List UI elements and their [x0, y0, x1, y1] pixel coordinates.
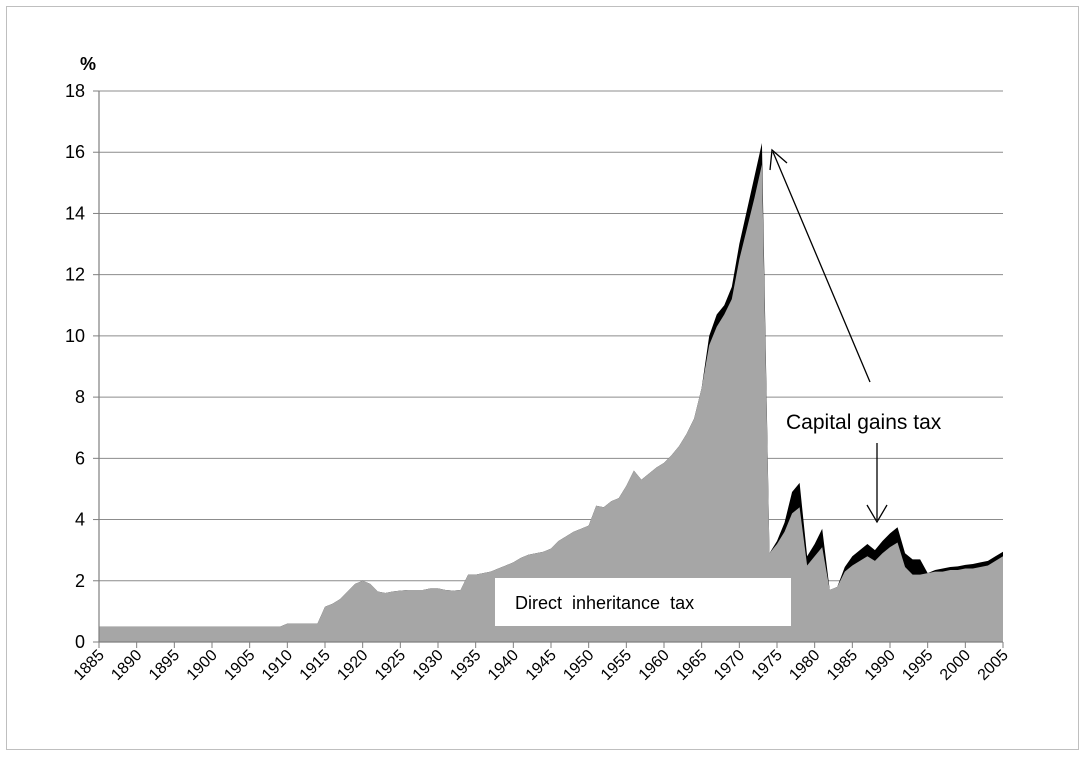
x-tick-label-2005: 2005 — [975, 647, 1012, 684]
y-axis-label: % — [80, 54, 96, 74]
x-tick-label-1910: 1910 — [259, 647, 296, 684]
capital-gains-arrowhead-long — [769, 148, 788, 171]
x-tick-label-1895: 1895 — [146, 647, 183, 684]
x-tick-label-1935: 1935 — [447, 647, 484, 684]
x-tick-label-1965: 1965 — [673, 647, 710, 684]
x-tick-labels: 1885 1890 1895 1900 1905 1910 1915 1920 1925 1930… — [71, 647, 1012, 684]
y-tick-label-4: 4 — [75, 510, 85, 530]
y-tick-labels: 0 2 4 6 8 10 12 14 16 18 — [65, 81, 85, 652]
inheritance-label-box — [495, 578, 791, 626]
x-tick-label-1915: 1915 — [297, 647, 334, 684]
x-tick-label-1960: 1960 — [636, 647, 673, 684]
capital-gains-arrow-long — [772, 151, 871, 383]
axes — [93, 90, 1004, 648]
chart-frame — [6, 6, 1079, 750]
x-tick-label-1940: 1940 — [485, 647, 522, 684]
y-tick-label-18: 18 — [65, 81, 85, 101]
x-tick-label-1945: 1945 — [523, 647, 560, 684]
y-tick-label-16: 16 — [65, 142, 85, 162]
x-tick-label-1950: 1950 — [560, 647, 597, 684]
y-tick-label-10: 10 — [65, 326, 85, 346]
x-tick-label-1920: 1920 — [334, 647, 371, 684]
x-tick-label-1905: 1905 — [221, 647, 258, 684]
x-tick-label-1955: 1955 — [598, 647, 635, 684]
area-series — [99, 143, 1003, 643]
x-tick-label-1995: 1995 — [899, 647, 936, 684]
x-tick-label-1980: 1980 — [786, 647, 823, 684]
y-tick-label-14: 14 — [65, 203, 85, 223]
y-tick-label-8: 8 — [75, 387, 85, 407]
y-tick-label-2: 2 — [75, 571, 85, 591]
series-inheritance-area — [99, 164, 1003, 642]
x-tick-label-1890: 1890 — [108, 647, 145, 684]
capital-gains-label-box — [780, 403, 990, 439]
x-tick-label-1990: 1990 — [862, 647, 899, 684]
annotations: Direct inheritance tax Capital gains tax — [495, 148, 990, 626]
x-tick-label-1930: 1930 — [410, 647, 447, 684]
x-tick-label-1985: 1985 — [824, 647, 861, 684]
capital-gains-label: Capital gains tax — [786, 411, 942, 434]
y-tick-label-0: 0 — [75, 632, 85, 652]
x-tick-label-1925: 1925 — [372, 647, 409, 684]
x-tick-label-1975: 1975 — [749, 647, 786, 684]
x-tick-label-1900: 1900 — [184, 647, 221, 684]
y-tick-label-12: 12 — [65, 265, 85, 285]
y-tick-label-6: 6 — [75, 448, 85, 468]
x-tick-label-2000: 2000 — [937, 647, 974, 684]
inheritance-label: Direct inheritance tax — [515, 593, 694, 613]
gridlines — [99, 90, 1003, 582]
x-tick-label-1885: 1885 — [71, 647, 108, 684]
x-tick-label-1970: 1970 — [711, 647, 748, 684]
capital-gains-arrowhead-short — [866, 504, 888, 524]
